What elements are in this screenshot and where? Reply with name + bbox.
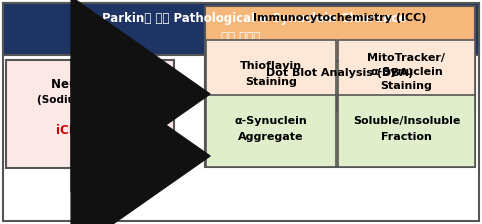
FancyBboxPatch shape — [3, 3, 479, 55]
Text: Immunocytochemistry (ICC): Immunocytochemistry (ICC) — [254, 13, 427, 23]
FancyBboxPatch shape — [338, 40, 475, 112]
FancyBboxPatch shape — [338, 95, 475, 167]
FancyBboxPatch shape — [205, 61, 475, 167]
FancyBboxPatch shape — [206, 40, 336, 112]
Text: Neuro Toxin: Neuro Toxin — [51, 78, 130, 90]
Text: Staining: Staining — [245, 77, 297, 87]
FancyBboxPatch shape — [6, 60, 174, 168]
Text: iCP-Parkin에 의한 Pathological α-Synuclein Clearance: iCP-Parkin에 의한 Pathological α-Synuclein … — [76, 11, 406, 24]
Text: iCP-Parkin: iCP-Parkin — [56, 123, 124, 136]
Text: α-Synuclein: α-Synuclein — [235, 116, 308, 126]
Text: +: + — [85, 108, 95, 121]
Text: 검증 분석법: 검증 분석법 — [221, 30, 261, 43]
Text: Thioflavin: Thioflavin — [240, 61, 302, 71]
Text: Dot Blot Analysis (DBA): Dot Blot Analysis (DBA) — [267, 68, 414, 78]
Text: Soluble/Insoluble: Soluble/Insoluble — [353, 116, 460, 126]
Text: (Sodium Arsenite): (Sodium Arsenite) — [37, 95, 143, 105]
Text: Fraction: Fraction — [381, 132, 432, 142]
Text: Staining: Staining — [381, 81, 432, 91]
Text: α-Synuclein: α-Synuclein — [370, 67, 443, 77]
Text: Aggregate: Aggregate — [238, 132, 304, 142]
Text: MitoTracker/: MitoTracker/ — [367, 53, 445, 63]
FancyBboxPatch shape — [206, 95, 336, 167]
FancyBboxPatch shape — [3, 3, 479, 221]
FancyBboxPatch shape — [205, 6, 475, 112]
